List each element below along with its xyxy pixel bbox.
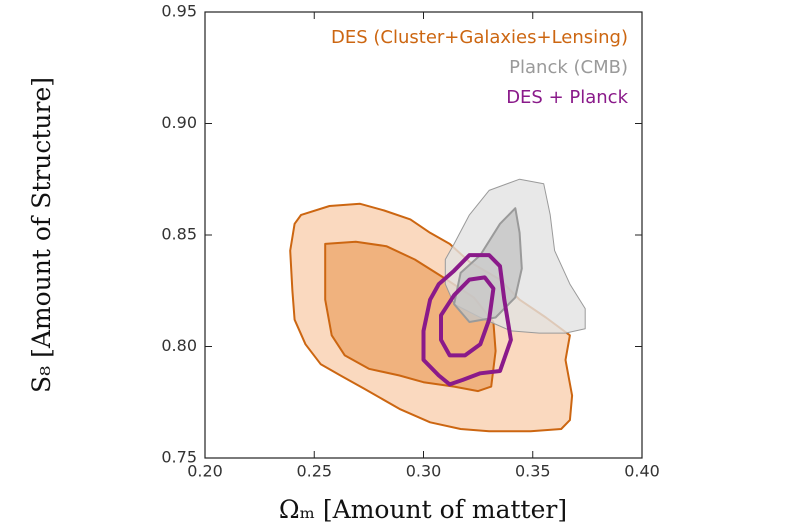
y-tick-label: 0.90 [161,113,197,132]
x-tick-label: 0.20 [187,462,223,481]
x-tick-label: 0.25 [296,462,332,481]
x-tick-label: 0.30 [406,462,442,481]
x-tick-label: 0.40 [624,462,660,481]
y-tick-label: 0.80 [161,336,197,355]
x-axis-label: Ωₘ [Amount of matter] [279,495,567,524]
y-tick-label: 0.85 [161,225,197,244]
y-axis-label: S₈ [Amount of Structure] [27,77,56,393]
contour-region [421,253,513,387]
y-tick-label: 0.75 [161,448,197,467]
y-tick-label: 0.95 [161,2,197,21]
legend-entry: DES (Cluster+Galaxies+Lensing) [331,27,628,48]
legend-entry: Planck (CMB) [509,57,628,78]
x-tick-label: 0.35 [515,462,551,481]
contour-region [439,275,496,358]
legend-entry: DES + Planck [506,87,628,108]
